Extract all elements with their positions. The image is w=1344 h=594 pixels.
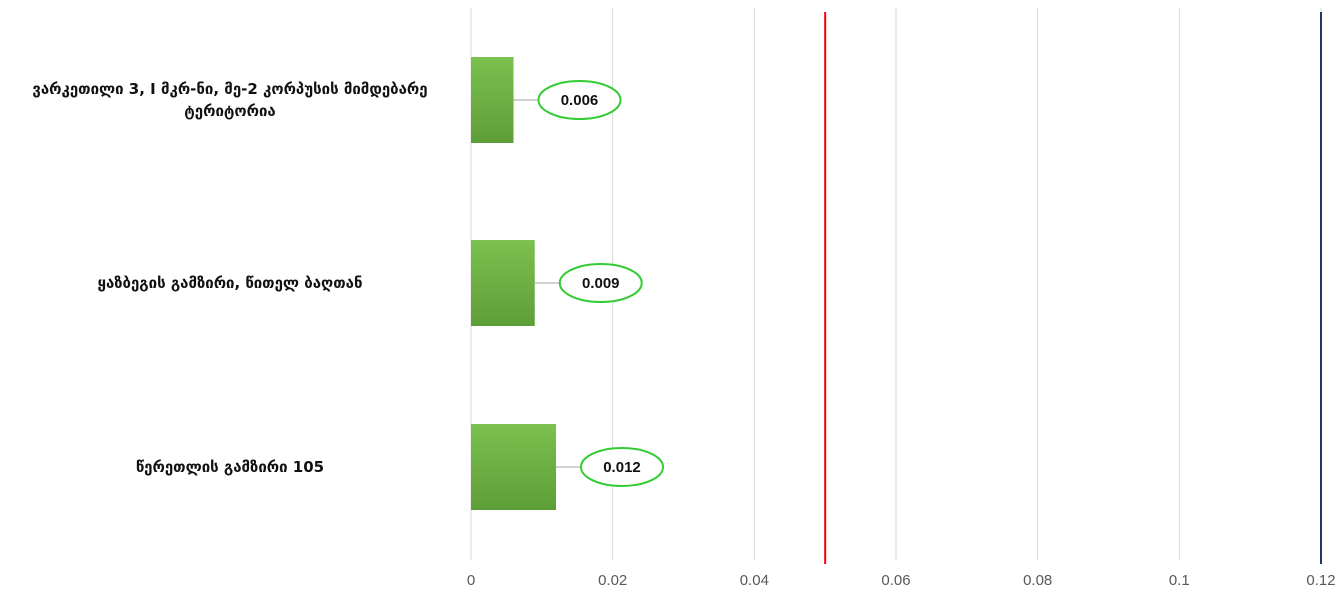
category-labels: ვარკეთილი 3, I მკრ-ნი, მე-2 კორპუსის მიმ… (32, 80, 427, 476)
category-label: წერეთლის გამზირი 105 (136, 458, 324, 476)
x-tick-label: 0 (467, 572, 475, 589)
category-label: ყაზბეგის გამზირი, წითელ ბაღთან (98, 274, 363, 292)
x-axis-tick-labels: 0 0.02 0.04 0.06 0.08 0.1 0.12 (467, 572, 1336, 589)
x-tick-label: 0.02 (598, 572, 627, 589)
leader-lines (513, 99, 584, 468)
reference-lines (824, 12, 1322, 564)
category-label-line: წერეთლის გამზირი 105 (136, 458, 324, 476)
data-label: 0.006 (561, 92, 599, 109)
x-tick-label: 0.1 (1169, 572, 1190, 589)
data-label-bubble (537, 80, 622, 120)
bar (471, 424, 556, 510)
category-label-line: ვარკეთილი 3, I მკრ-ნი, მე-2 კორპუსის მიმ… (32, 80, 427, 98)
x-tick-label: 0.08 (1023, 572, 1052, 589)
data-labels: 0.006 0.009 0.012 (537, 80, 664, 487)
category-label-line: ყაზბეგის გამზირი, წითელ ბაღთან (98, 274, 363, 292)
data-label-bubble (558, 263, 643, 303)
x-tick-label: 0.06 (881, 572, 910, 589)
bar (471, 240, 535, 326)
x-tick-label: 0.04 (740, 572, 769, 589)
bar (471, 57, 514, 143)
bars (471, 57, 556, 510)
data-label-bubble (580, 447, 664, 487)
x-tick-label: 0.12 (1306, 572, 1335, 589)
category-label-line: ტერიტორია (184, 102, 275, 120)
data-label: 0.009 (582, 275, 620, 292)
category-label: ვარკეთილი 3, I მკრ-ნი, მე-2 კორპუსის მიმ… (32, 80, 427, 120)
data-label: 0.012 (603, 459, 641, 476)
